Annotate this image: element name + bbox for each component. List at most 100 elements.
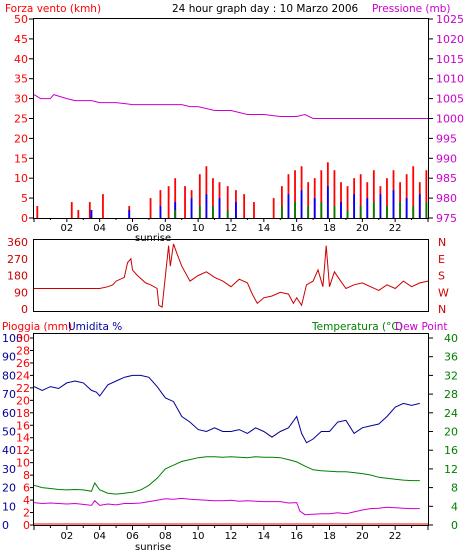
- rain-tick-label: 26: [16, 357, 30, 370]
- wind-tick-label: 50: [14, 13, 28, 26]
- wind-min-bar: [307, 206, 310, 218]
- humidity-axis-title: Umidita %: [68, 321, 122, 333]
- rain-tick-label: 14: [16, 432, 30, 445]
- hour-tick-label: 04: [93, 223, 106, 234]
- wind-gust-bar: [198, 174, 201, 218]
- rain-humidity-left-axis: 0102030405060708090100024681012141618202…: [2, 332, 33, 532]
- wind-avg-bar: [418, 194, 421, 218]
- pressure-tick-label: 985: [436, 172, 457, 185]
- rain-tick-label: 12: [16, 444, 30, 457]
- hour-tick-label: 12: [225, 531, 238, 542]
- wind-gust-bar: [333, 170, 336, 218]
- pressure-right-axis: 975 980 985 990 995 1000 1005 1010 1015 1020 1025: [429, 13, 464, 225]
- wind-gust-bar: [372, 170, 375, 218]
- rain-humidity-temp-lines: [33, 374, 428, 525]
- wind-avg-bar: [218, 198, 221, 218]
- rain-tick-label: 30: [16, 332, 30, 345]
- hour-tick-label: 22: [389, 531, 402, 542]
- wind-min-bar: [412, 206, 415, 218]
- wind-avg-bar: [235, 202, 237, 218]
- wind-avg-bar: [340, 202, 342, 218]
- hour-axis-top: 02 04 06 08 10 12 14 16 18 20 22: [33, 218, 429, 234]
- hour-tick-label: 20: [356, 223, 369, 234]
- humidity-tick-label: 40: [2, 444, 16, 457]
- hour-tick-label: 08: [159, 223, 172, 234]
- humidity-tick-label: 0: [2, 519, 9, 532]
- wind-tick-label: 15: [14, 152, 28, 165]
- wind-gust-bar: [167, 186, 170, 218]
- wind-min-bar: [212, 206, 214, 218]
- rain-tick-label: 24: [16, 369, 30, 382]
- wind-avg-bar: [353, 194, 356, 218]
- direction-tick-label: 0: [21, 303, 28, 316]
- wind-min-bar: [320, 202, 323, 218]
- temperature-tick-label: 24: [444, 407, 458, 420]
- wind-avg-bar: [205, 194, 208, 218]
- wind-tick-label: 25: [14, 113, 28, 126]
- wind-bars: [36, 162, 428, 218]
- wind-gust-bar: [159, 190, 162, 218]
- wind-gust-bar: [70, 202, 73, 218]
- wind-gust-bar: [184, 186, 186, 218]
- rain-tick-label: 0: [23, 519, 30, 532]
- wind-gust-bar: [149, 198, 152, 218]
- wind-tick-label: 40: [14, 53, 28, 66]
- wind-avg-bar: [405, 198, 408, 218]
- wind-gust-bar: [272, 198, 275, 218]
- rain-tick-label: 10: [16, 457, 30, 470]
- rain-tick-label: 28: [16, 344, 30, 357]
- hour-tick-label: 18: [323, 531, 336, 542]
- wind-gust-bar: [425, 170, 428, 218]
- direction-tick-label: 270: [7, 253, 28, 266]
- temperature-tick-label: 12: [444, 463, 458, 476]
- pressure-line: [33, 94, 428, 119]
- wind-min-bar: [226, 210, 229, 218]
- wind-tick-label: 30: [14, 93, 28, 106]
- hour-tick-label: 14: [257, 531, 270, 542]
- rain-tick-label: 18: [16, 407, 30, 420]
- wind-tick-label: 20: [14, 132, 28, 145]
- pressure-tick-label: 1005: [436, 93, 464, 106]
- wind-min-bar: [333, 206, 336, 218]
- direction-panel-frame: [33, 239, 429, 312]
- wind-avg-bar: [90, 210, 93, 218]
- humidity-line: [33, 374, 420, 444]
- humidity-tick-label: 50: [2, 426, 16, 439]
- hour-tick-label: 02: [60, 531, 73, 542]
- wind-avg-bar: [379, 194, 382, 218]
- direction-line-group: [34, 243, 429, 308]
- wind-min-bar: [346, 210, 349, 218]
- pressure-tick-label: 995: [436, 132, 457, 145]
- temperature-line: [33, 456, 420, 495]
- wind-gust-bar: [77, 210, 80, 218]
- rain-tick-label: 8: [23, 469, 30, 482]
- pressure-tick-label: 1010: [436, 73, 464, 86]
- wind-min-bar: [386, 206, 388, 218]
- wind-gust-bar: [307, 182, 310, 218]
- temperature-tick-label: 28: [444, 388, 458, 401]
- wind-gust-bar: [386, 178, 388, 218]
- humidity-tick-label: 90: [2, 351, 16, 364]
- sunrise-label-top: sunrise: [135, 233, 171, 244]
- wind-tick-label: 10: [14, 172, 28, 185]
- hour-tick-label: 06: [126, 531, 139, 542]
- direction-tick-label: 180: [7, 270, 28, 283]
- wind-gust-bar: [205, 166, 208, 218]
- wind-gust-bar: [102, 194, 104, 218]
- wind-gust-bar: [346, 186, 349, 218]
- hour-tick-label: 10: [192, 531, 205, 542]
- rain-tick-label: 16: [16, 419, 30, 432]
- hour-tick-label: 12: [225, 223, 238, 234]
- temperature-tick-label: 40: [444, 332, 458, 345]
- hour-tick-label: 22: [389, 223, 402, 234]
- hour-tick-label: 14: [257, 223, 270, 234]
- wind-avg-bar: [326, 186, 329, 218]
- wind-avg-bar: [190, 198, 193, 218]
- rain-axis-title: Pioggia (mm): [2, 321, 72, 333]
- wind-avg-bar: [366, 198, 369, 218]
- wind-gust-bar: [340, 182, 342, 218]
- pressure-tick-label: 1000: [436, 113, 464, 126]
- wind-gust-bar: [243, 194, 246, 218]
